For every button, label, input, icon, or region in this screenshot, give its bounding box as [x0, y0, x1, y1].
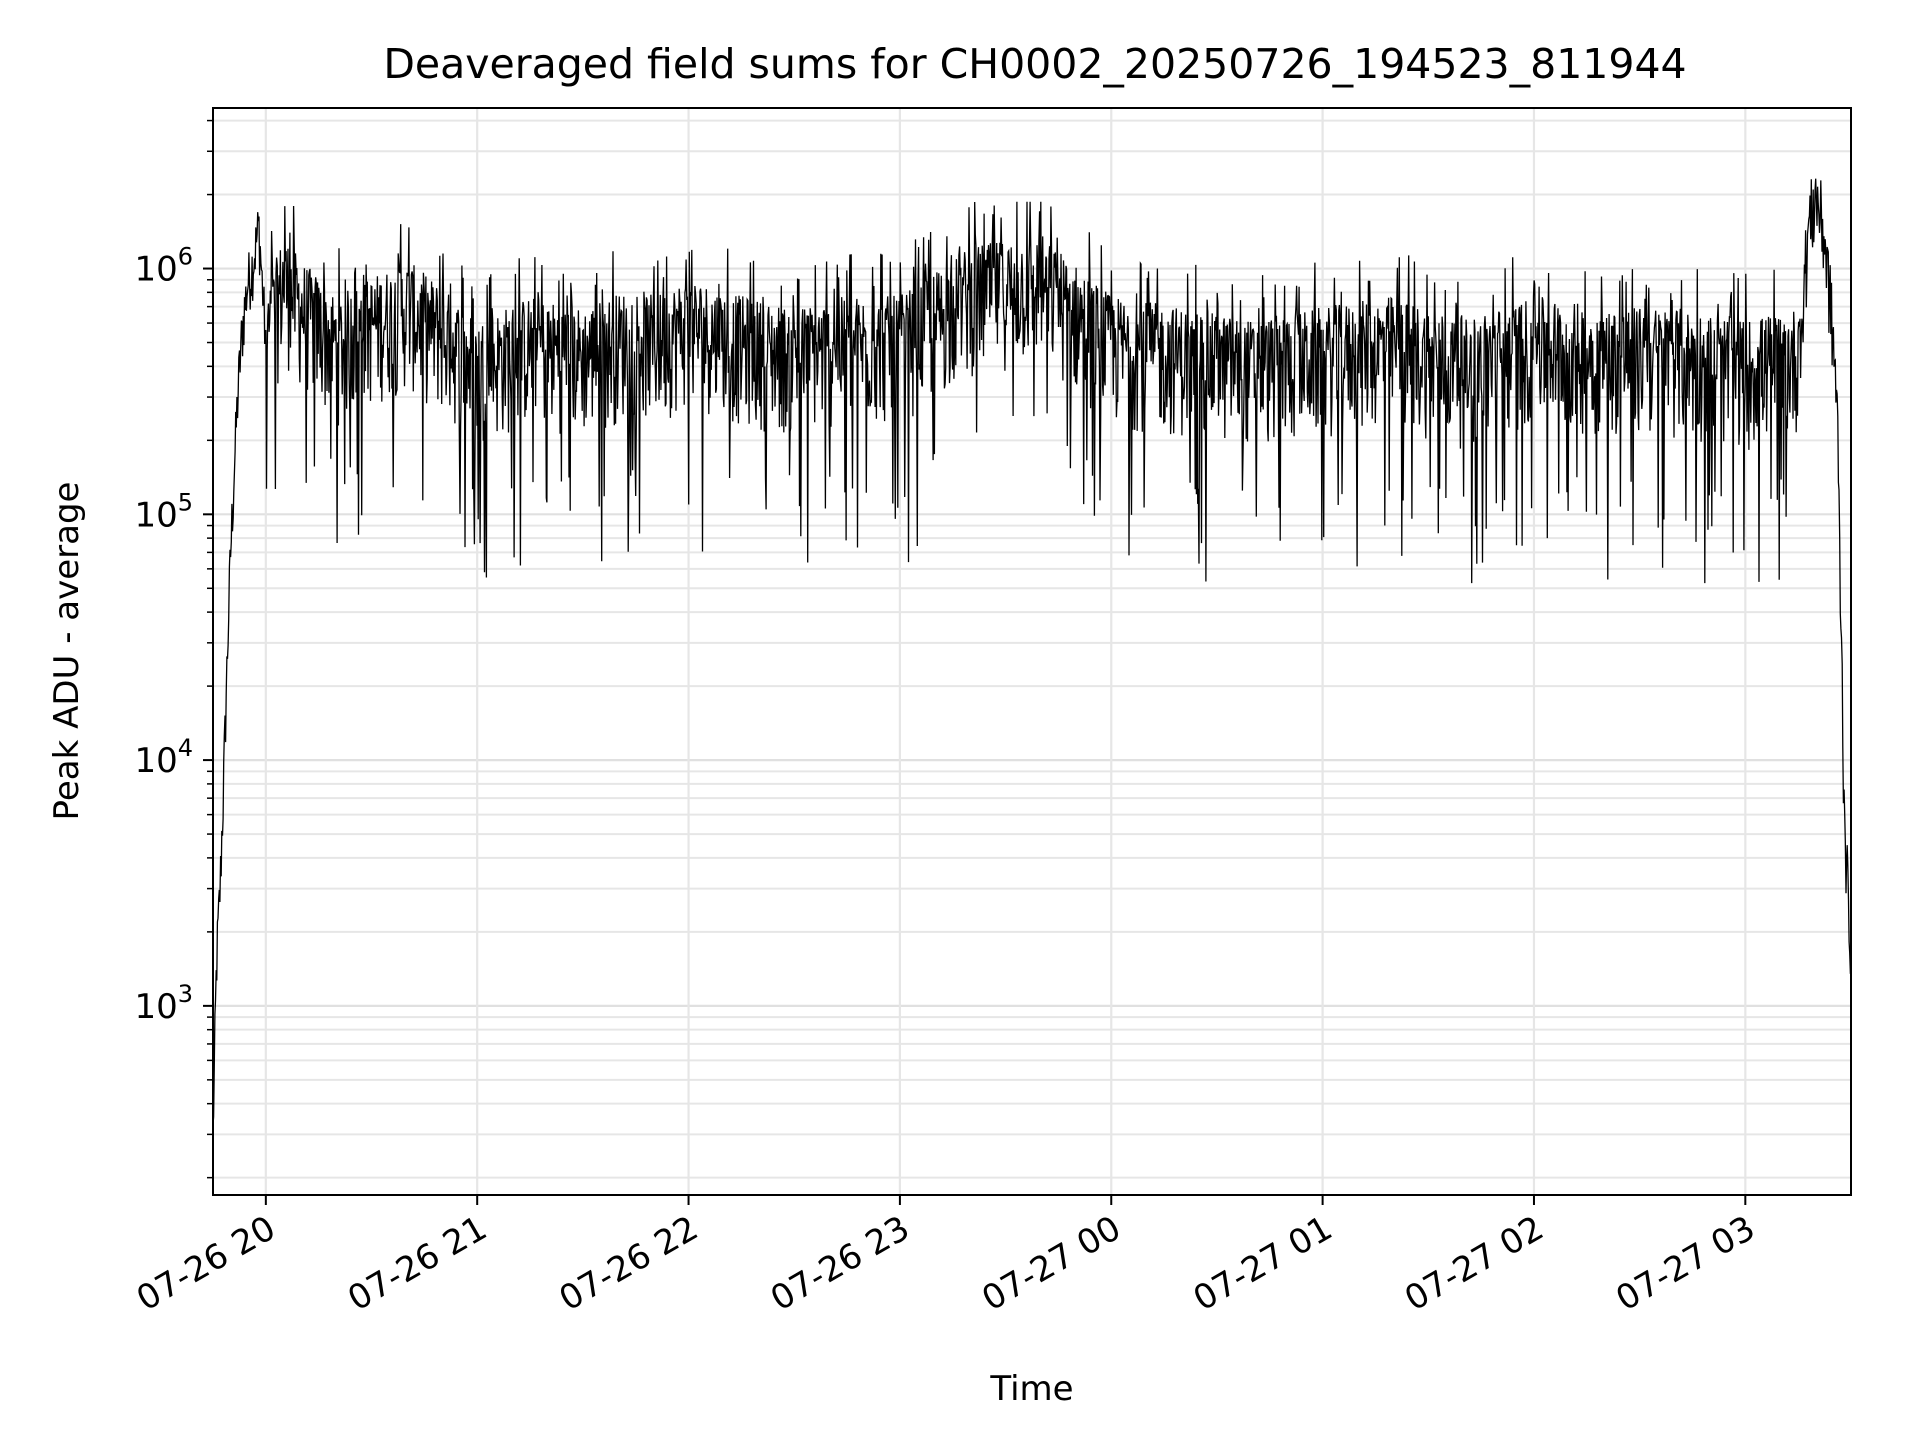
x-axis: 07-26 20 07-26 21 07-26 22 07-26 23 07-27 00… — [130, 1195, 1762, 1319]
x-axis-label: Time — [989, 1369, 1073, 1409]
x-tick-label: 07-27 02 — [1398, 1208, 1550, 1319]
x-tick-label: 07-26 23 — [764, 1208, 916, 1319]
y-axis-label: Peak ADU - average — [47, 482, 87, 821]
chart-title: Deaveraged field sums for CH0002_2025072… — [383, 40, 1686, 88]
y-tick-label: 104 — [134, 734, 193, 781]
series-line — [212, 178, 1852, 1125]
y-tick-label: 106 — [134, 243, 193, 290]
x-tick-label: 07-26 21 — [341, 1208, 493, 1319]
x-tick-label: 07-26 22 — [553, 1208, 705, 1319]
x-tick-label: 07-27 01 — [1187, 1208, 1339, 1319]
y-tick-label: 103 — [134, 980, 193, 1027]
axes-frame — [212, 107, 1852, 1196]
x-tick-label: 07-27 00 — [975, 1208, 1127, 1319]
x-tick-label: 07-27 03 — [1609, 1208, 1761, 1319]
x-tick-label: 07-26 20 — [130, 1208, 282, 1319]
y-tick-label: 105 — [134, 488, 193, 535]
grid — [213, 108, 1851, 1195]
y-axis: 103 104 105 106 — [134, 119, 213, 1179]
plot-area — [212, 178, 1852, 1125]
